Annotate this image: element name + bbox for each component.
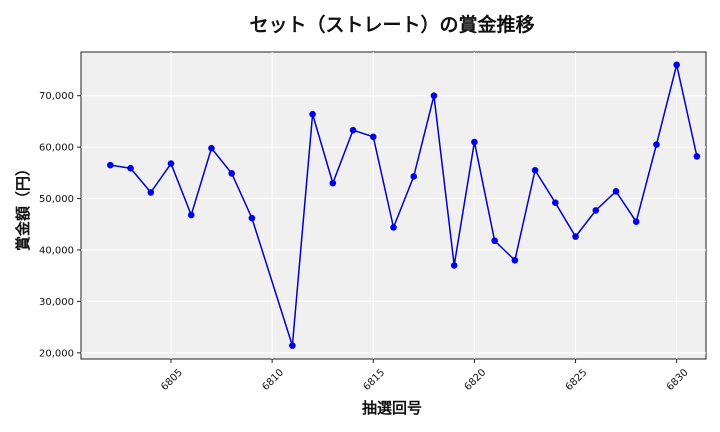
data-point	[471, 138, 478, 146]
data-point	[228, 170, 235, 177]
data-point	[673, 61, 680, 69]
data-point	[552, 199, 559, 206]
data-point	[208, 144, 215, 152]
x-tick-label: 6810	[260, 367, 286, 393]
data-point	[511, 256, 519, 264]
data-point	[693, 153, 701, 160]
data-point	[127, 164, 134, 172]
series-layer	[107, 61, 701, 349]
data-point	[390, 224, 397, 231]
y-tick-label: 60,000	[39, 143, 74, 154]
y-tick-label: 70,000	[39, 91, 74, 102]
x-tick-label: 6805	[159, 367, 185, 393]
x-tick-label: 6830	[665, 367, 691, 393]
data-point	[592, 207, 600, 214]
data-point	[248, 214, 256, 222]
data-point	[491, 237, 498, 245]
data-point	[531, 166, 539, 174]
data-point	[147, 189, 155, 196]
y-tick-label: 20,000	[39, 348, 74, 359]
data-point	[410, 173, 418, 180]
x-tick-label: 6825	[564, 367, 590, 393]
data-point	[309, 110, 316, 118]
data-point	[289, 342, 296, 349]
data-point	[612, 188, 620, 195]
x-tick-label: 6815	[361, 367, 387, 393]
data-point	[349, 126, 357, 134]
data-point	[572, 233, 579, 240]
data-point	[369, 133, 377, 141]
y-axis-label: 賞金額（円）	[14, 161, 32, 251]
data-point	[450, 262, 458, 269]
data-point	[107, 161, 114, 169]
chart-title: セット（ストレート）の賞金推移	[249, 13, 534, 36]
data-point	[430, 92, 438, 100]
y-tick-label: 30,000	[39, 297, 74, 308]
x-axis-label: 抽選回号	[362, 399, 422, 417]
y-tick-label: 40,000	[39, 245, 74, 256]
data-point	[329, 179, 337, 187]
data-point	[632, 218, 640, 225]
x-tick-label: 6820	[463, 367, 489, 393]
y-tick-label: 50,000	[39, 194, 74, 205]
plot-area	[80, 51, 707, 360]
data-point	[167, 160, 175, 167]
data-point	[187, 211, 195, 219]
data-point	[653, 141, 660, 148]
